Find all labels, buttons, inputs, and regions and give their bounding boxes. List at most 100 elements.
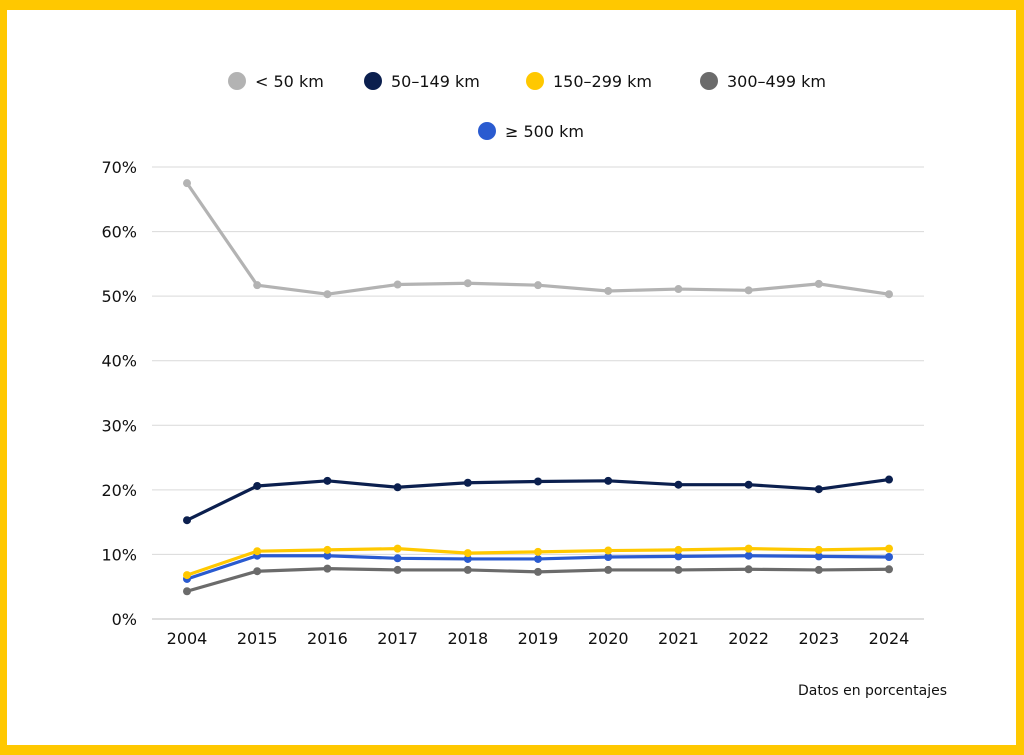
y-tick-label: 30% (101, 416, 137, 435)
data-point (604, 476, 613, 485)
data-point (393, 554, 402, 563)
data-point (744, 544, 753, 553)
legend-label: 50–149 km (391, 72, 480, 91)
series-3 (183, 564, 893, 596)
legend-marker-icon (700, 72, 718, 90)
chart-frame (7, 10, 1016, 745)
data-point (885, 565, 893, 574)
legend-item[interactable]: 50–149 km (364, 72, 480, 91)
legend-marker-icon (526, 72, 544, 90)
data-point (393, 544, 402, 553)
legend: < 50 km 50–149 km 150–299 km 300–499 km ≥ 50… (228, 72, 826, 141)
chart-note: Datos en porcentajes (798, 683, 947, 699)
legend-marker-icon (478, 122, 496, 140)
legend-marker-icon (228, 72, 246, 90)
y-axis-ticks: 0% 10% 20% 30% 40% 50% 60% 70% (101, 158, 137, 629)
data-point (393, 565, 402, 574)
y-tick-label: 20% (101, 481, 137, 500)
data-point (323, 564, 332, 573)
data-point (393, 280, 402, 289)
data-point (604, 546, 613, 555)
series-4 (183, 551, 893, 583)
data-point (323, 551, 332, 560)
data-point (604, 565, 613, 574)
y-tick-label: 0% (112, 610, 137, 629)
x-tick-label: 2004 (167, 629, 208, 648)
y-tick-label: 60% (101, 223, 137, 242)
data-point (744, 565, 753, 574)
y-tick-label: 70% (101, 158, 137, 177)
data-point (183, 587, 191, 596)
data-point (253, 547, 262, 556)
data-point (323, 476, 332, 485)
data-point (534, 567, 542, 576)
x-tick-label: 2018 (447, 629, 488, 648)
data-point (744, 551, 753, 560)
data-point (814, 552, 823, 561)
data-point (674, 480, 683, 489)
x-tick-label: 2016 (307, 629, 348, 648)
x-tick-label: 2023 (798, 629, 839, 648)
data-point (463, 478, 472, 487)
data-point (253, 567, 262, 576)
data-point (534, 477, 542, 486)
data-point (534, 554, 542, 563)
data-point (885, 553, 893, 562)
data-point (885, 290, 893, 299)
data-point (674, 285, 683, 294)
data-point (814, 545, 823, 554)
data-point (885, 544, 893, 553)
data-point (463, 565, 472, 574)
data-point (183, 571, 191, 580)
x-tick-label: 2021 (658, 629, 699, 648)
x-tick-label: 2017 (377, 629, 418, 648)
data-point (534, 281, 542, 290)
data-point (393, 483, 402, 492)
legend-label: < 50 km (255, 72, 324, 91)
x-tick-label: 2019 (518, 629, 559, 648)
data-point (814, 485, 823, 494)
legend-label: ≥ 500 km (505, 122, 584, 141)
y-tick-label: 10% (101, 545, 137, 564)
data-point (323, 290, 332, 299)
legend-item[interactable]: < 50 km (228, 72, 324, 91)
legend-item[interactable]: ≥ 500 km (478, 122, 584, 141)
x-tick-label: 2015 (237, 629, 278, 648)
data-point (744, 286, 753, 295)
data-point (674, 552, 683, 561)
legend-item[interactable]: 300–499 km (700, 72, 826, 91)
data-point (604, 553, 613, 562)
series-2 (183, 544, 893, 580)
data-point (814, 279, 823, 288)
data-point (674, 565, 683, 574)
series-line (185, 182, 890, 296)
data-point (253, 281, 262, 290)
x-tick-label: 2022 (728, 629, 769, 648)
x-axis-ticks: 2004 2015 2016 2017 2018 2019 2020 2021 2022 2023… (167, 629, 910, 648)
data-point (744, 480, 753, 489)
data-point (674, 545, 683, 554)
data-point (253, 481, 262, 490)
data-point (183, 179, 191, 188)
series-0 (183, 179, 893, 299)
y-tick-label: 40% (101, 352, 137, 371)
data-point (463, 549, 472, 558)
data-point (814, 565, 823, 574)
data-point (885, 475, 893, 484)
series-line (186, 477, 890, 522)
series-lines (183, 179, 893, 596)
legend-marker-icon (364, 72, 382, 90)
data-point (463, 279, 472, 288)
legend-label: 300–499 km (727, 72, 826, 91)
series-1 (183, 475, 893, 525)
y-tick-label: 50% (101, 287, 137, 306)
data-point (534, 547, 542, 556)
data-point (183, 516, 191, 525)
legend-item[interactable]: 150–299 km (526, 72, 652, 91)
data-point (463, 554, 472, 563)
x-tick-label: 2020 (588, 629, 629, 648)
data-point (323, 545, 332, 554)
data-point (604, 286, 613, 295)
x-tick-label: 2024 (869, 629, 910, 648)
